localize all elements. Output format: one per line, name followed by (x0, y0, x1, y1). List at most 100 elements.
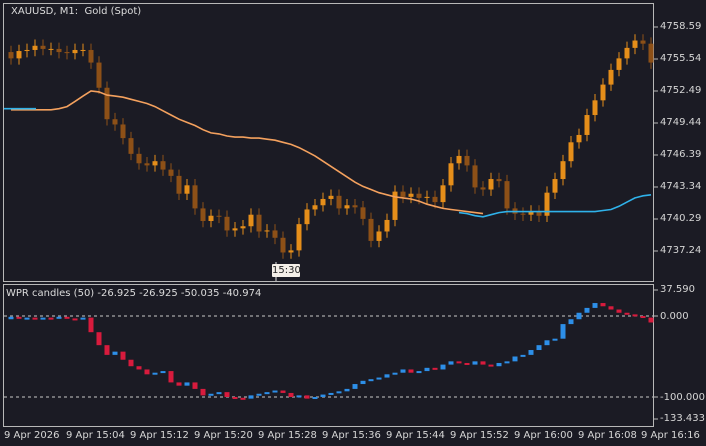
price-candle-body (176, 175, 182, 194)
wpr-candle (192, 382, 198, 389)
wpr-candle (280, 390, 286, 393)
price-candle-body (408, 193, 414, 197)
wpr-candle (312, 397, 318, 399)
price-candle-body (168, 169, 174, 176)
price-candle-body (624, 47, 630, 59)
price-candle-body (520, 213, 526, 215)
wpr-candle (240, 397, 246, 400)
wpr-candle (136, 366, 142, 370)
price-candle-body (488, 179, 494, 190)
wpr-candle (152, 372, 158, 375)
price-candle-body (208, 215, 214, 221)
price-candle-body (272, 230, 278, 238)
price-candle-body (576, 134, 582, 143)
price-candle-body (80, 49, 86, 51)
wpr-candle (632, 314, 638, 317)
wpr-candle (544, 340, 550, 346)
price-axis-label: 4752.49 (660, 85, 702, 96)
price-candle-body (88, 49, 94, 63)
wpr-candle (16, 316, 22, 319)
wpr-candle (648, 317, 654, 323)
wpr-candle (560, 324, 566, 339)
price-candle-body (608, 69, 614, 85)
wpr-candle (296, 395, 302, 398)
wpr-candle (320, 394, 326, 397)
price-candle-body (496, 179, 502, 182)
wpr-candle (344, 388, 350, 392)
price-candle-body (32, 45, 38, 50)
wpr-candle (464, 362, 470, 365)
price-candle-body (64, 52, 70, 54)
wpr-candle (32, 317, 38, 320)
price-candle-body (304, 209, 310, 225)
price-candle-body (336, 195, 342, 209)
wpr-candle (408, 369, 414, 373)
price-candle-body (464, 155, 470, 166)
time-axis-label: 9 Apr 16:00 (514, 430, 573, 441)
price-candle-body (552, 179, 558, 193)
price-candle-body (312, 205, 318, 210)
wpr-candle (480, 361, 486, 365)
wpr-candle (472, 361, 478, 365)
price-candle-body (240, 226, 246, 229)
wpr-candle (224, 392, 230, 397)
wpr-candle (512, 356, 518, 362)
price-candle-body (296, 224, 302, 251)
wpr-candle (456, 361, 462, 364)
wpr-candle (584, 307, 590, 313)
price-candle-body (56, 48, 62, 53)
price-candle-body (232, 228, 238, 231)
indicator-pane[interactable]: WPR candles (50) -26.925 -26.925 -50.035… (3, 284, 654, 427)
wpr-candle (336, 391, 342, 394)
price-candle-body (8, 52, 14, 59)
wpr-candle (304, 395, 310, 399)
wpr-candle (448, 361, 454, 365)
wpr-candle (368, 379, 374, 382)
wpr-candle (56, 316, 62, 319)
indicator-title: WPR candles (50) -26.925 -26.925 -50.035… (6, 288, 262, 299)
wpr-candle (200, 388, 206, 396)
wpr-candle (48, 317, 54, 320)
time-axis-label: 9 Apr 15:52 (450, 430, 509, 441)
wpr-candle (592, 303, 598, 308)
wpr-candle (8, 316, 14, 320)
wpr-candle (64, 316, 70, 319)
wpr-candle (88, 317, 94, 333)
price-candle-body (528, 211, 534, 215)
indicator-axis-label: 0.000 (660, 311, 689, 322)
price-candle-body (504, 181, 510, 209)
price-chart-pane[interactable]: XAUUSD, M1: Gold (Spot) (3, 3, 654, 282)
price-candle-body (48, 48, 54, 50)
price-axis-label: 4737.24 (660, 245, 702, 256)
price-candle-body (16, 51, 22, 59)
indicator-axis-label: -100.000 (660, 392, 705, 403)
price-candle-body (344, 205, 350, 209)
price-axis-label: 4740.29 (660, 213, 702, 224)
price-candle-body (264, 230, 270, 232)
wpr-candle (120, 351, 126, 360)
price-candle-body (392, 191, 398, 220)
price-candle-body (248, 214, 254, 227)
wpr-candle (576, 312, 582, 320)
price-axis-label: 4746.39 (660, 149, 702, 160)
price-candle-body (192, 185, 198, 209)
price-candle-body (24, 49, 30, 52)
wpr-candle (488, 364, 494, 367)
time-axis-label: 9 Apr 15:36 (322, 430, 381, 441)
price-candle-body (600, 84, 606, 101)
price-candle-body (128, 138, 134, 154)
wpr-candle (160, 371, 166, 374)
price-candle-body (632, 40, 638, 48)
wpr-candle (440, 364, 446, 370)
wpr-candle (96, 332, 102, 346)
wpr-candle (536, 345, 542, 351)
wpr-candle (352, 384, 358, 389)
price-axis-label: 4755.54 (660, 53, 702, 64)
price-candle-body (120, 124, 126, 139)
wpr-candle (432, 367, 438, 370)
wpr-candle (400, 369, 406, 373)
price-candle-body (456, 155, 462, 164)
price-candle-body (544, 192, 550, 216)
